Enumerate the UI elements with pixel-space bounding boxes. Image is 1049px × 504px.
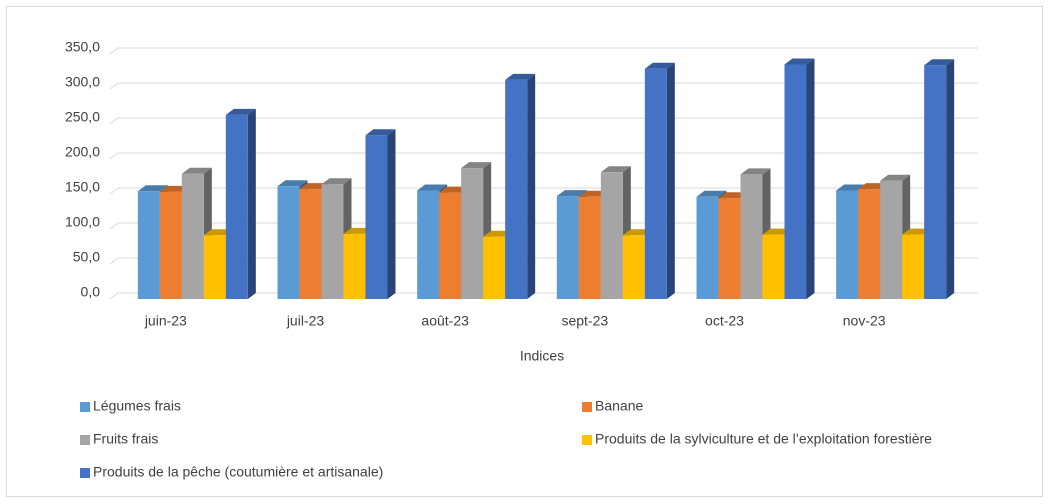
bar-top bbox=[365, 129, 396, 136]
bar bbox=[159, 191, 182, 299]
bar bbox=[505, 79, 528, 300]
bar bbox=[203, 235, 226, 299]
bar-top bbox=[644, 62, 675, 69]
bar-side bbox=[666, 62, 675, 300]
bar bbox=[902, 234, 925, 299]
bar bbox=[600, 172, 623, 299]
bar bbox=[880, 180, 903, 299]
bar-top bbox=[277, 180, 308, 187]
bar-top bbox=[137, 185, 168, 192]
bar bbox=[483, 236, 506, 299]
bar bbox=[299, 189, 322, 299]
bar-top bbox=[740, 168, 771, 175]
bar bbox=[578, 196, 601, 299]
grid-line-depth bbox=[109, 222, 119, 230]
bar bbox=[556, 196, 579, 299]
bar bbox=[762, 234, 785, 299]
x-tick-label: août-23 bbox=[421, 313, 469, 329]
bar bbox=[836, 190, 859, 299]
x-tick-label: oct-23 bbox=[705, 313, 744, 329]
grid-line-depth bbox=[109, 82, 119, 90]
y-tick-label: 150,0 bbox=[65, 179, 100, 195]
bar bbox=[784, 64, 807, 299]
bar bbox=[181, 173, 204, 299]
bar-top bbox=[784, 58, 815, 65]
bar-top bbox=[556, 190, 587, 197]
grid-line-depth bbox=[109, 187, 119, 195]
bar-top bbox=[924, 59, 955, 66]
legend-label: Légumes frais bbox=[93, 398, 181, 414]
bar bbox=[439, 192, 462, 299]
bar bbox=[225, 114, 248, 300]
bar bbox=[321, 184, 344, 299]
grid-line-depth bbox=[109, 292, 119, 300]
bar bbox=[365, 135, 388, 299]
bar bbox=[622, 235, 645, 299]
bar bbox=[858, 189, 881, 299]
x-tick-label: juin-23 bbox=[144, 313, 187, 329]
bar-top bbox=[461, 162, 492, 169]
bar-side bbox=[247, 108, 256, 300]
grid-line-depth bbox=[109, 47, 119, 55]
bar bbox=[417, 190, 440, 299]
bar-side bbox=[387, 129, 396, 299]
x-tick-label: sept-23 bbox=[561, 313, 608, 329]
bar bbox=[924, 65, 947, 299]
x-tick-label: juil-23 bbox=[286, 313, 325, 329]
bar-top bbox=[181, 167, 212, 174]
y-tick-label: 50,0 bbox=[73, 249, 100, 265]
bar-side bbox=[806, 58, 815, 299]
grid-line-depth bbox=[109, 257, 119, 265]
y-tick-label: 200,0 bbox=[65, 144, 100, 160]
legend-swatch bbox=[80, 435, 90, 445]
bar bbox=[718, 198, 741, 299]
legend-swatch bbox=[80, 402, 90, 412]
bar bbox=[137, 191, 160, 299]
y-tick-label: 350,0 bbox=[65, 39, 100, 55]
grid-line-depth bbox=[109, 152, 119, 160]
y-tick-label: 100,0 bbox=[65, 214, 100, 230]
bar bbox=[277, 186, 300, 299]
legend-swatch bbox=[582, 435, 592, 445]
x-axis-title: Indices bbox=[520, 348, 564, 364]
legend-swatch bbox=[80, 468, 90, 478]
bar-side bbox=[946, 59, 955, 300]
bar-top bbox=[321, 178, 352, 185]
bar bbox=[740, 174, 763, 299]
bar-top bbox=[880, 174, 911, 181]
legend-label: Produits de la sylviculture et de l’expl… bbox=[595, 431, 932, 447]
bar bbox=[644, 68, 667, 299]
y-tick-label: 250,0 bbox=[65, 109, 100, 125]
legend-label: Banane bbox=[595, 398, 643, 414]
bar-top bbox=[225, 108, 256, 115]
bar-top bbox=[417, 184, 448, 191]
bar-top bbox=[505, 73, 536, 80]
legend-label: Produits de la pêche (coutumière et arti… bbox=[93, 464, 383, 480]
legend-label: Fruits frais bbox=[93, 431, 158, 447]
y-tick-label: 0,0 bbox=[81, 284, 101, 300]
bar-side bbox=[527, 73, 536, 300]
y-tick-label: 300,0 bbox=[65, 74, 100, 90]
legend-swatch bbox=[582, 402, 592, 412]
x-tick-label: nov-23 bbox=[843, 313, 886, 329]
bar-top bbox=[696, 190, 727, 197]
bar bbox=[696, 196, 719, 299]
bar bbox=[461, 168, 484, 299]
bar bbox=[343, 233, 366, 299]
bar-top bbox=[600, 166, 631, 173]
grid-line-depth bbox=[109, 117, 119, 125]
